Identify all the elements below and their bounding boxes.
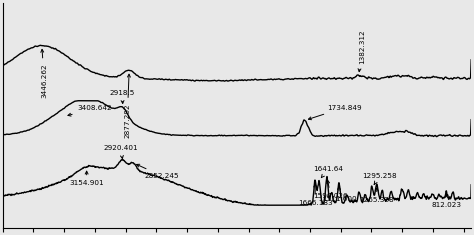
Text: 3408.642: 3408.642 — [68, 106, 112, 116]
Text: 1382.312: 1382.312 — [358, 29, 365, 72]
Text: 1265.328: 1265.328 — [359, 188, 394, 203]
Text: 1666.183: 1666.183 — [298, 184, 332, 206]
Text: 2920.401: 2920.401 — [103, 145, 138, 159]
Text: 2918.5: 2918.5 — [109, 90, 135, 103]
Text: 1734.849: 1734.849 — [309, 105, 362, 120]
Text: 1590.026: 1590.026 — [313, 180, 348, 199]
Text: 3154.901: 3154.901 — [69, 171, 104, 186]
Text: 2852.245: 2852.245 — [137, 164, 179, 179]
Text: 1641.64: 1641.64 — [313, 166, 343, 178]
Text: 2877.292: 2877.292 — [124, 74, 130, 138]
Text: 812.023: 812.023 — [431, 195, 461, 208]
Text: 1295.258: 1295.258 — [362, 173, 397, 184]
Text: 1511.600: 1511.600 — [322, 187, 356, 202]
Text: 3446.262: 3446.262 — [41, 49, 47, 98]
